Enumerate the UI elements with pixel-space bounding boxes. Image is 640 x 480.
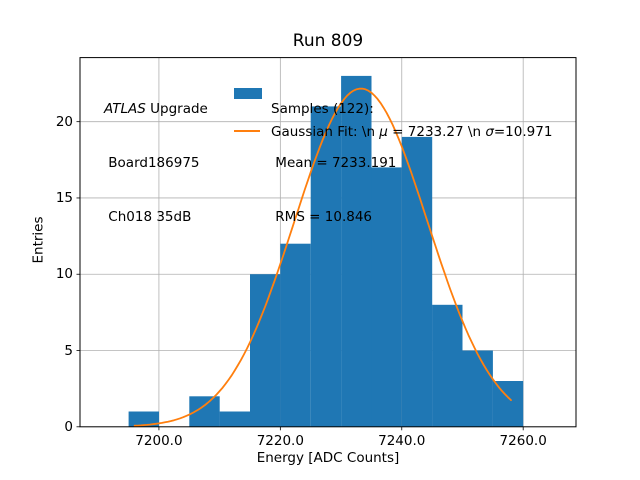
y-axis-label: Entries: [30, 216, 47, 264]
annotation-upgrade: Upgrade: [145, 101, 208, 117]
histogram-bar: [219, 411, 250, 427]
gaussian-fit-curve: [133, 87, 512, 427]
x-tick-label: 7240.0: [378, 433, 426, 449]
legend-fit-swatch: [234, 130, 260, 133]
annotation-atlas: ATLAS: [104, 101, 146, 117]
annotation-line-3: Ch018 35dB: [104, 209, 192, 225]
chart-title: Run 809: [292, 31, 364, 51]
x-tick-label: 7260.0: [499, 433, 547, 449]
x-axis-label: Energy [ADC Counts]: [256, 450, 400, 466]
y-tick-label: 20: [55, 113, 73, 130]
legend-fit-label: Gaussian Fit: \n μ = 7233.27 \n σ=10.971: [271, 123, 552, 141]
histogram-bar: [128, 411, 159, 427]
y-tick-label: 10: [55, 266, 73, 283]
legend-samples-line-1: Samples (122):: [271, 101, 374, 117]
legend-fit-mu-symbol: μ: [379, 123, 388, 140]
histogram-bar: [371, 167, 402, 427]
annotation-line-2: Board186975: [104, 155, 200, 171]
legend-fit-sigma-value: =10.971: [493, 123, 553, 140]
histogram-bar: [280, 243, 311, 427]
annotation-text: ATLAS Upgrade Board186975 Ch018 35dB: [104, 64, 208, 262]
legend-samples-label: Samples (122): Mean = 7233.191 RMS = 10.…: [271, 64, 396, 262]
histogram-bar: [492, 381, 524, 427]
x-tick-label: 7220.0: [256, 433, 304, 449]
y-tick-label: 15: [55, 189, 73, 206]
annotation-line-1: ATLAS Upgrade: [104, 100, 208, 118]
histogram-bar: [341, 75, 372, 427]
legend-rms-line: RMS = 10.846: [271, 209, 373, 225]
histogram-bar: [401, 136, 433, 427]
axes-frame: [79, 57, 577, 428]
legend-fit-prefix: Gaussian Fit: \n: [271, 123, 380, 140]
histogram-bar: [432, 304, 463, 427]
histogram-bar: [462, 350, 493, 427]
legend-fit-mu-value: = 7233.27 \n: [387, 123, 486, 140]
x-tick-label: 7200.0: [135, 433, 183, 449]
y-tick-label: 5: [64, 342, 73, 359]
legend-mean-line: Mean = 7233.191: [271, 155, 397, 171]
y-tick-label: 0: [64, 418, 73, 435]
legend-samples-swatch: [234, 88, 262, 99]
histogram-bar: [250, 274, 281, 427]
legend-fit-sigma-symbol: σ: [485, 123, 494, 140]
